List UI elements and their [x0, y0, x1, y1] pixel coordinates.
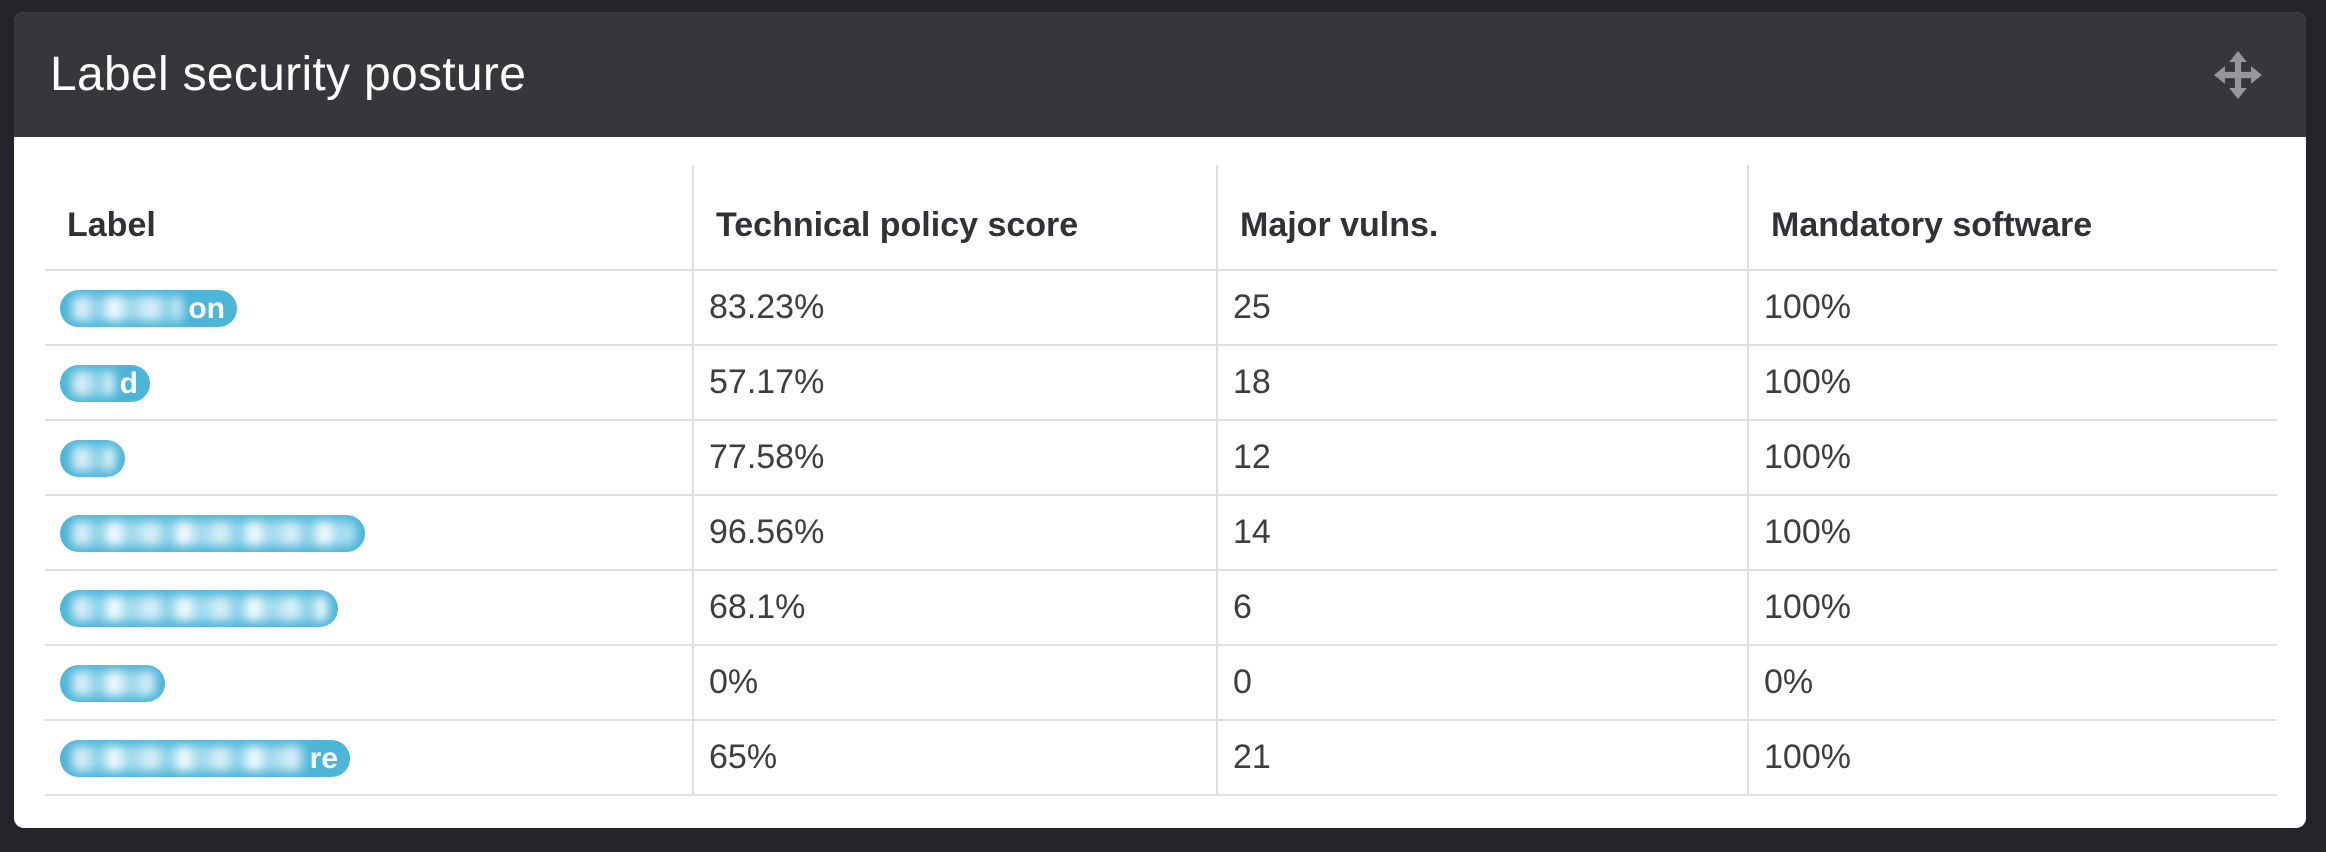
major-vulns-cell: 18: [1216, 345, 1748, 421]
mandatory-software-cell: 100%: [1747, 570, 2277, 646]
mandatory-software-cell: 0%: [1747, 645, 2277, 721]
mandatory-software-cell: 100%: [1747, 420, 2277, 496]
technical-policy-score-cell: 77.58%: [692, 420, 1217, 496]
table-row: 0% 0 0%: [45, 645, 2277, 721]
redacted-label-blur: [72, 296, 183, 322]
mandatory-software-cell: 100%: [1747, 270, 2277, 346]
redacted-label-blur: [72, 746, 304, 772]
widget-header: Label security posture: [14, 12, 2306, 137]
label-badge[interactable]: [60, 515, 365, 553]
label-badge[interactable]: d: [60, 365, 150, 403]
label-cell: [45, 420, 693, 496]
label-badge[interactable]: [60, 665, 165, 703]
redacted-label-blur: [72, 596, 328, 622]
table-header-row: Label Technical policy score Major vulns…: [45, 165, 2277, 271]
label-cell: [45, 495, 693, 571]
technical-policy-score-cell: 0%: [692, 645, 1217, 721]
mandatory-software-cell: 100%: [1747, 345, 2277, 421]
label-cell: d: [45, 345, 693, 421]
major-vulns-cell: 12: [1216, 420, 1748, 496]
label-cell: re: [45, 720, 693, 796]
label-security-posture-widget: Label security posture Label Technical p…: [14, 12, 2306, 828]
table-row: d 57.17% 18 100%: [45, 345, 2277, 421]
technical-policy-score-cell: 65%: [692, 720, 1217, 796]
label-cell: [45, 570, 693, 646]
redacted-label-blur: [72, 446, 115, 472]
column-header-mandatory-software: Mandatory software: [1747, 165, 2277, 271]
table-row: 96.56% 14 100%: [45, 495, 2277, 571]
label-badge[interactable]: [60, 590, 338, 628]
label-suffix: d: [119, 367, 138, 401]
major-vulns-cell: 0: [1216, 645, 1748, 721]
label-badge[interactable]: on: [60, 290, 237, 328]
technical-policy-score-cell: 57.17%: [692, 345, 1217, 421]
label-badge[interactable]: [60, 440, 125, 478]
widget-body: Label Technical policy score Major vulns…: [14, 137, 2306, 796]
label-cell: [45, 645, 693, 721]
major-vulns-cell: 25: [1216, 270, 1748, 346]
column-header-technical-policy-score: Technical policy score: [692, 165, 1217, 271]
security-posture-table: Label Technical policy score Major vulns…: [45, 165, 2277, 796]
redacted-label-blur: [72, 371, 114, 397]
label-suffix: on: [188, 292, 225, 326]
technical-policy-score-cell: 83.23%: [692, 270, 1217, 346]
table-row: on 83.23% 25 100%: [45, 270, 2277, 346]
widget-title: Label security posture: [50, 48, 527, 101]
label-badge[interactable]: re: [60, 740, 350, 778]
technical-policy-score-cell: 96.56%: [692, 495, 1217, 571]
mandatory-software-cell: 100%: [1747, 495, 2277, 571]
major-vulns-cell: 14: [1216, 495, 1748, 571]
major-vulns-cell: 6: [1216, 570, 1748, 646]
mandatory-software-cell: 100%: [1747, 720, 2277, 796]
table-row: re 65% 21 100%: [45, 720, 2277, 796]
major-vulns-cell: 21: [1216, 720, 1748, 796]
column-header-label: Label: [45, 165, 693, 271]
label-cell: on: [45, 270, 693, 346]
move-icon-glyph: [2214, 50, 2262, 99]
column-header-major-vulns: Major vulns.: [1216, 165, 1748, 271]
move-icon[interactable]: [2212, 49, 2264, 101]
table-row: 68.1% 6 100%: [45, 570, 2277, 646]
table-row: 77.58% 12 100%: [45, 420, 2277, 496]
redacted-label-blur: [72, 671, 155, 697]
redacted-label-blur: [72, 521, 355, 547]
label-suffix: re: [309, 742, 338, 776]
technical-policy-score-cell: 68.1%: [692, 570, 1217, 646]
